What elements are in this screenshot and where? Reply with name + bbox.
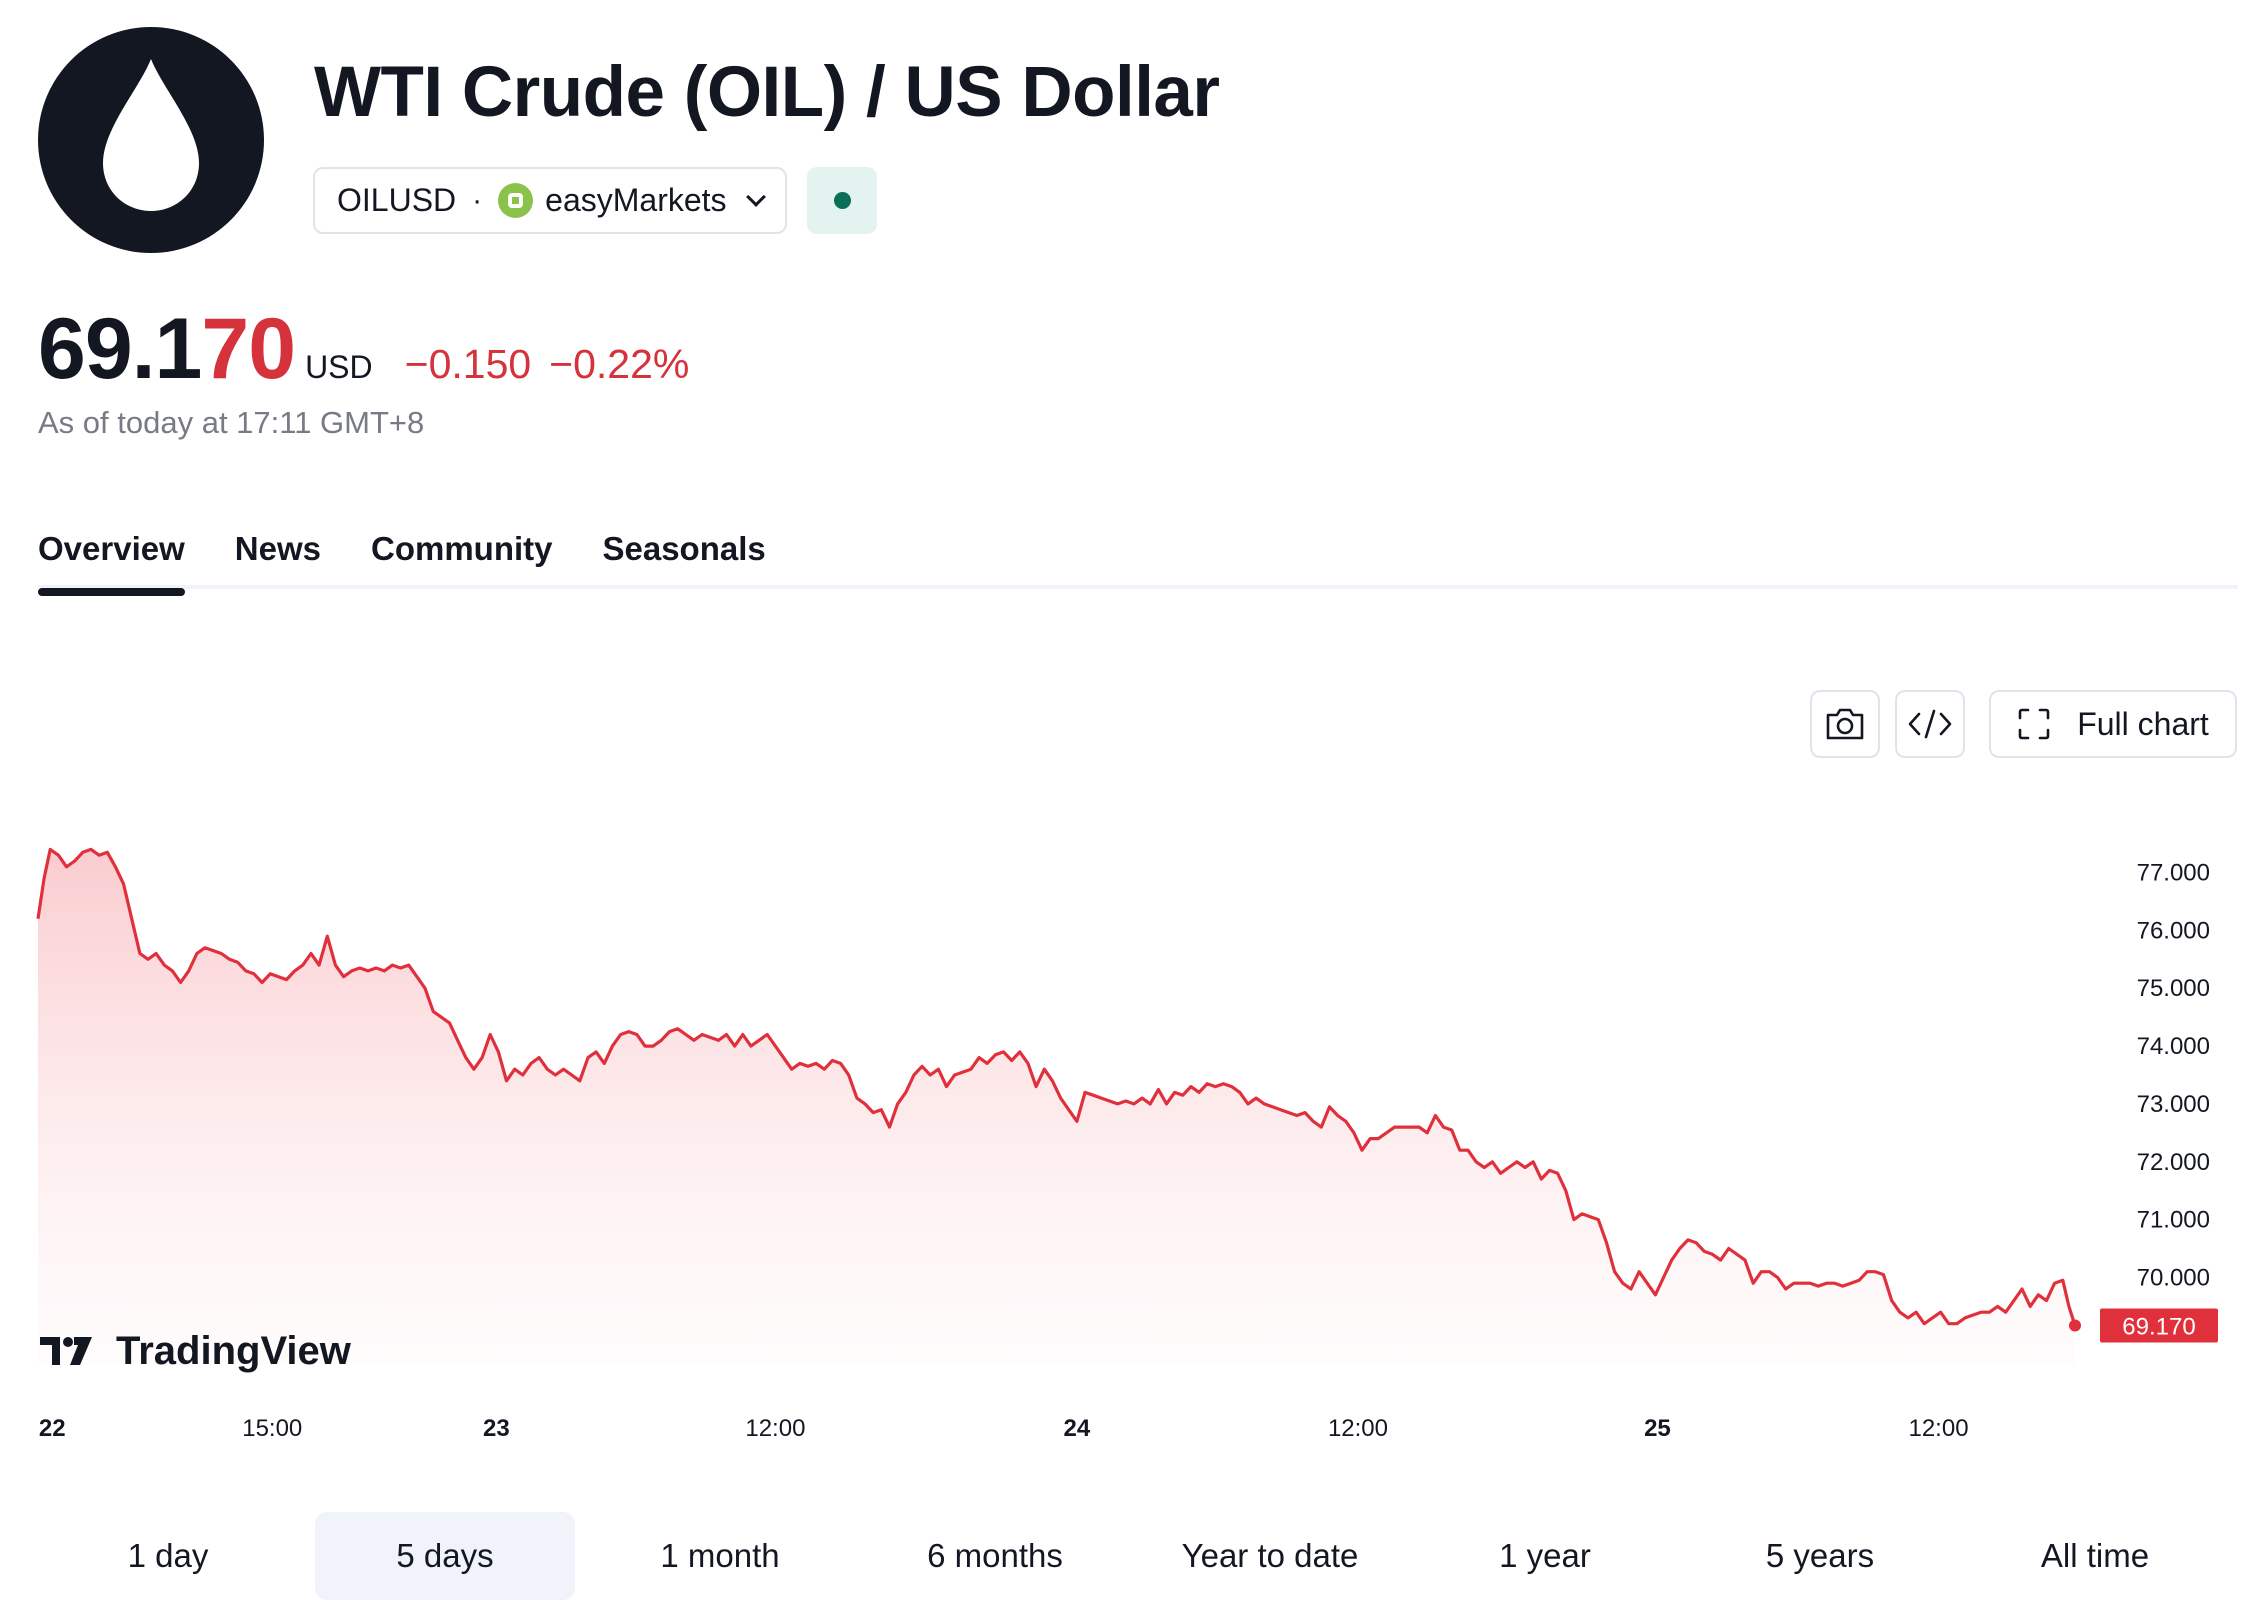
- y-tick-label: 71.000: [2137, 1207, 2210, 1234]
- y-tick-label: 72.000: [2137, 1149, 2210, 1176]
- page-title: WTI Crude (OIL) / US Dollar: [314, 53, 1220, 132]
- embed-button[interactable]: [1895, 690, 1965, 758]
- full-chart-label: Full chart: [2077, 705, 2209, 742]
- x-tick-label: 25: [1644, 1415, 1671, 1442]
- time-range-selector: 1 day 5 days 1 month 6 months Year to date 1 …: [38, 1510, 2238, 1600]
- market-status-button[interactable]: [807, 167, 877, 234]
- tradingview-logo: TradingView: [40, 1329, 352, 1373]
- price-block: 69.1 70 USD −0.150 −0.22%: [38, 300, 689, 399]
- y-tick-label: 75.000: [2137, 975, 2210, 1002]
- price-tail-digits: 70: [201, 301, 296, 397]
- last-price-label: 69.170: [2122, 1313, 2195, 1340]
- range-1-year[interactable]: 1 year: [1499, 1537, 1591, 1574]
- range-6-months[interactable]: 6 months: [927, 1537, 1063, 1574]
- separator-dot: ·: [472, 183, 483, 217]
- broker-icon: [498, 183, 534, 218]
- y-tick-label: 74.000: [2137, 1033, 2210, 1060]
- tab-bar: Overview News Community Seasonals: [38, 530, 766, 596]
- x-tick-label: 23: [483, 1415, 510, 1442]
- y-tick-label: 77.000: [2137, 860, 2210, 887]
- x-tick-label: 24: [1064, 1415, 1091, 1442]
- camera-icon: [1826, 708, 1864, 740]
- broker-name: easyMarkets: [545, 182, 727, 218]
- range-1-month[interactable]: 1 month: [660, 1537, 780, 1574]
- y-tick-label: 73.000: [2137, 1091, 2210, 1118]
- y-tick-label: 70.000: [2137, 1264, 2210, 1291]
- price-change: −0.150: [404, 341, 532, 387]
- tradingview-wordmark: TradingView: [116, 1329, 352, 1373]
- price-line: [36, 847, 2077, 1326]
- tabs-divider: [38, 585, 2238, 589]
- tab-overview[interactable]: Overview: [38, 530, 185, 596]
- range-5-years[interactable]: 5 years: [1765, 1537, 1875, 1574]
- x-tick-label: 12:00: [1908, 1415, 1968, 1442]
- chevron-down-icon: [745, 186, 766, 207]
- last-price-dot: [2069, 1319, 2081, 1332]
- range-1-day[interactable]: 1 day: [127, 1537, 209, 1574]
- tab-seasonals[interactable]: Seasonals: [602, 530, 766, 567]
- x-tick-label: 15:00: [242, 1415, 302, 1442]
- range-year-to-date[interactable]: Year to date: [1181, 1537, 1359, 1574]
- range-all-time[interactable]: All time: [2040, 1537, 2150, 1574]
- price-currency: USD: [305, 349, 373, 385]
- tab-news[interactable]: News: [234, 530, 321, 567]
- snapshot-button[interactable]: [1810, 690, 1880, 758]
- full-chart-button[interactable]: Full chart: [1989, 690, 2237, 758]
- x-tick-label: 22: [39, 1415, 66, 1442]
- code-icon: [1908, 709, 1952, 739]
- x-tick-label: 12:00: [745, 1415, 805, 1442]
- price-area-fill: [38, 849, 2075, 1365]
- oil-drop-icon: [103, 59, 199, 211]
- price-main: 69.1: [38, 301, 202, 397]
- price-timestamp: As of today at 17:11 GMT+8: [38, 405, 425, 440]
- x-tick-label: 12:00: [1328, 1415, 1388, 1442]
- market-open-dot-icon: [833, 192, 851, 209]
- symbol-logo: [38, 27, 264, 253]
- tab-community[interactable]: Community: [370, 530, 553, 567]
- symbol-selector[interactable]: OILUSD · easyMarkets: [313, 167, 787, 234]
- last-price-badge: 69.170: [2100, 1308, 2218, 1343]
- x-axis: 22 15:00 23 12:00 24 12:00 25 12:00: [39, 1415, 1969, 1442]
- symbol-ticker: OILUSD: [337, 182, 457, 218]
- range-5-days[interactable]: 5 days: [315, 1512, 575, 1600]
- fullscreen-icon: [2018, 708, 2050, 740]
- price-chart[interactable]: 77.000 76.000 75.000 74.000 73.000 72.000 71.0…: [0, 780, 2262, 1480]
- y-axis: 77.000 76.000 75.000 74.000 73.000 72.000 71.0…: [2137, 860, 2210, 1292]
- y-tick-label: 76.000: [2137, 917, 2210, 944]
- price-change-percent: −0.22%: [549, 341, 690, 387]
